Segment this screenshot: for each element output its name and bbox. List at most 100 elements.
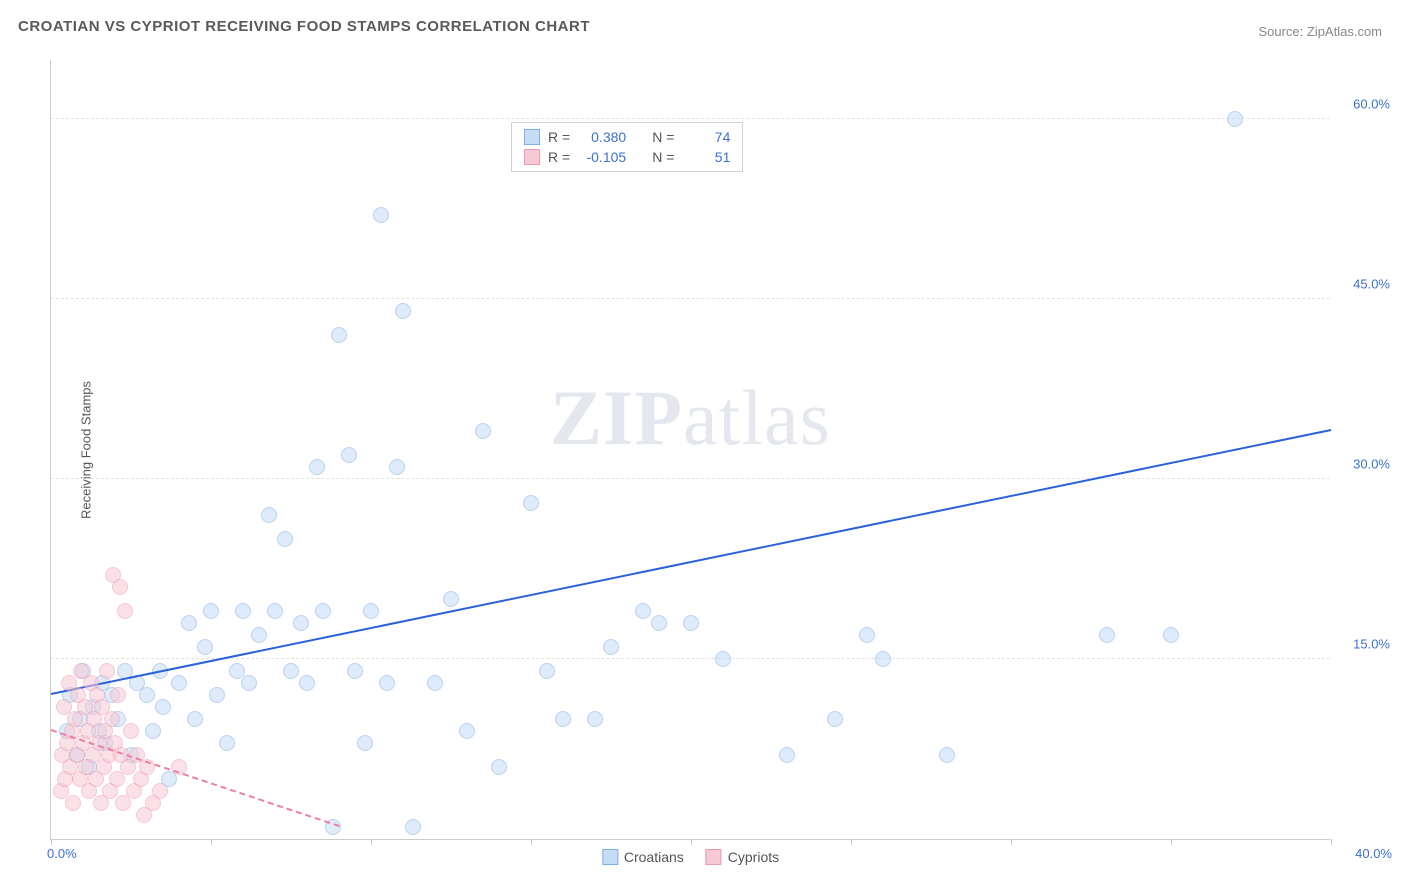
x-tick: [1011, 839, 1012, 845]
data-point: [523, 495, 539, 511]
data-point: [267, 603, 283, 619]
watermark: ZIPatlas: [550, 373, 831, 463]
data-point: [283, 663, 299, 679]
legend-stats: R = 0.380 N = 74 R = -0.105 N = 51: [511, 122, 743, 172]
data-point: [209, 687, 225, 703]
legend-label-cypriots: Cypriots: [728, 849, 779, 865]
data-point: [587, 711, 603, 727]
data-point: [145, 723, 161, 739]
data-point: [603, 639, 619, 655]
data-point: [875, 651, 891, 667]
data-point: [117, 603, 133, 619]
data-point: [65, 795, 81, 811]
data-point: [197, 639, 213, 655]
source-label: Source: ZipAtlas.com: [1258, 24, 1382, 39]
data-point: [112, 579, 128, 595]
y-tick-label: 45.0%: [1335, 277, 1390, 292]
data-point: [357, 735, 373, 751]
legend-swatch-croatians: [524, 129, 540, 145]
data-point: [475, 423, 491, 439]
legend-item-cypriots: Cypriots: [706, 849, 779, 865]
data-point: [309, 459, 325, 475]
legend-swatch-cypriots: [524, 149, 540, 165]
data-point: [235, 603, 251, 619]
data-point: [651, 615, 667, 631]
data-point: [123, 723, 139, 739]
data-point: [539, 663, 555, 679]
data-point: [443, 591, 459, 607]
gridline: [51, 658, 1330, 659]
n-label: N =: [652, 129, 674, 145]
trend-line: [51, 429, 1331, 695]
data-point: [427, 675, 443, 691]
data-point: [683, 615, 699, 631]
x-tick: [211, 839, 212, 845]
legend-item-croatians: Croatians: [602, 849, 684, 865]
legend-swatch-cypriots: [706, 849, 722, 865]
n-label: N =: [652, 149, 674, 165]
data-point: [299, 675, 315, 691]
data-point: [139, 687, 155, 703]
data-point: [1163, 627, 1179, 643]
data-point: [373, 207, 389, 223]
y-tick-label: 30.0%: [1335, 457, 1390, 472]
r-label: R =: [548, 149, 570, 165]
data-point: [187, 711, 203, 727]
data-point: [181, 615, 197, 631]
x-tick: [851, 839, 852, 845]
data-point: [363, 603, 379, 619]
gridline: [51, 478, 1330, 479]
r-value-cypriots: -0.105: [578, 149, 626, 165]
data-point: [859, 627, 875, 643]
data-point: [395, 303, 411, 319]
data-point: [939, 747, 955, 763]
data-point: [104, 711, 120, 727]
y-tick-label: 60.0%: [1335, 97, 1390, 112]
data-point: [229, 663, 245, 679]
gridline: [51, 298, 1330, 299]
watermark-part1: ZIP: [550, 374, 683, 461]
x-tick: [531, 839, 532, 845]
data-point: [277, 531, 293, 547]
x-tick: [371, 839, 372, 845]
x-tick: [691, 839, 692, 845]
r-value-croatians: 0.380: [578, 129, 626, 145]
data-point: [99, 663, 115, 679]
x-tick: [1171, 839, 1172, 845]
data-point: [389, 459, 405, 475]
data-point: [1227, 111, 1243, 127]
data-point: [405, 819, 421, 835]
data-point: [341, 447, 357, 463]
legend-stats-row: R = 0.380 N = 74: [520, 127, 734, 147]
r-label: R =: [548, 129, 570, 145]
legend-series: Croatians Cypriots: [602, 849, 779, 865]
data-point: [1099, 627, 1115, 643]
n-value-croatians: 74: [682, 129, 730, 145]
data-point: [715, 651, 731, 667]
legend-swatch-croatians: [602, 849, 618, 865]
chart-title: CROATIAN VS CYPRIOT RECEIVING FOOD STAMP…: [18, 18, 590, 35]
watermark-part2: atlas: [683, 374, 831, 461]
data-point: [171, 675, 187, 691]
x-axis-end-label: 40.0%: [1337, 846, 1392, 861]
data-point: [241, 675, 257, 691]
data-point: [347, 663, 363, 679]
data-point: [459, 723, 475, 739]
x-tick: [1331, 839, 1332, 845]
data-point: [491, 759, 507, 775]
data-point: [219, 735, 235, 751]
data-point: [827, 711, 843, 727]
plot-area: Receiving Food Stamps ZIPatlas 0.0% 40.0…: [50, 60, 1330, 840]
legend-stats-row: R = -0.105 N = 51: [520, 147, 734, 167]
data-point: [152, 783, 168, 799]
data-point: [251, 627, 267, 643]
legend-label-croatians: Croatians: [624, 849, 684, 865]
data-point: [635, 603, 651, 619]
x-tick: [51, 839, 52, 845]
x-axis-start-label: 0.0%: [47, 846, 77, 861]
gridline: [51, 118, 1330, 119]
data-point: [315, 603, 331, 619]
y-tick-label: 15.0%: [1335, 637, 1390, 652]
data-point: [203, 603, 219, 619]
data-point: [261, 507, 277, 523]
